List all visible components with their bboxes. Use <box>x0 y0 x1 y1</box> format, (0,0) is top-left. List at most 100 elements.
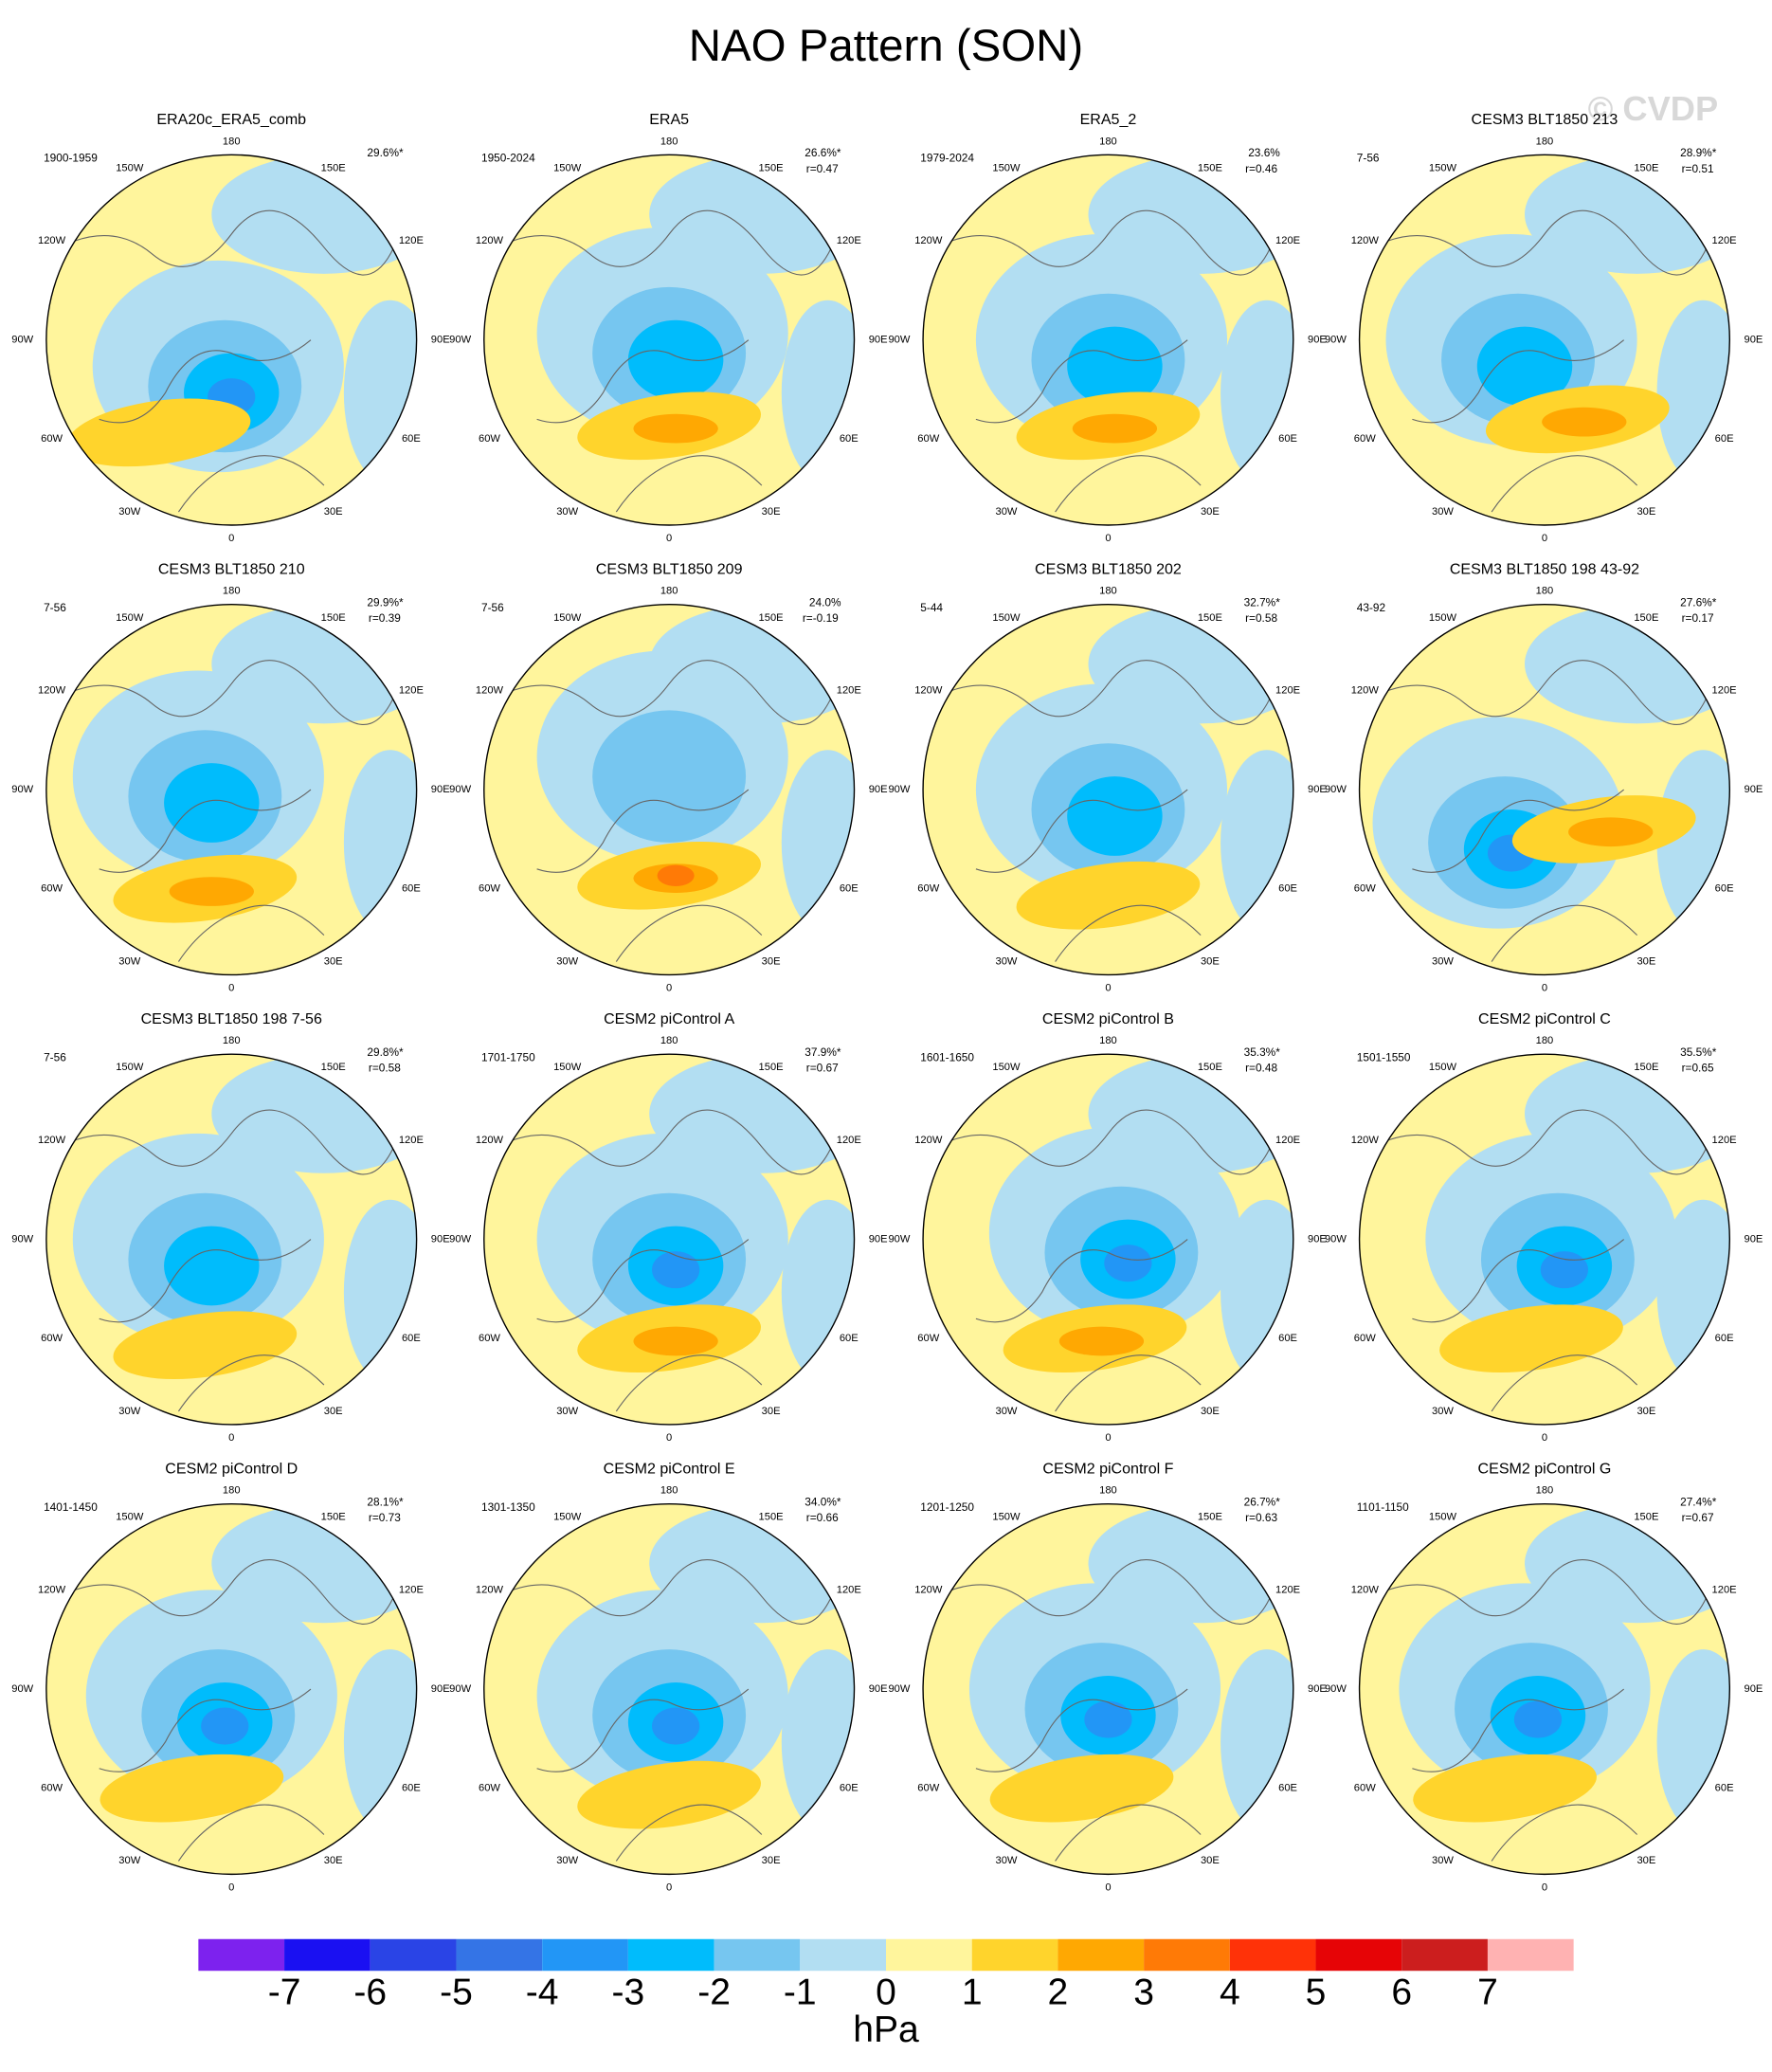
longitude-label: 120W <box>38 1135 66 1146</box>
correlation-label: r=0.66 <box>806 1511 839 1524</box>
colorbar-tick-label: -6 <box>353 1972 387 2013</box>
longitude-label: 90E <box>431 1683 450 1695</box>
map-outline <box>45 1053 418 1426</box>
panel-title: CESM2 piControl F <box>1042 1461 1173 1478</box>
longitude-label: 150E <box>321 162 346 173</box>
longitude-label: 30E <box>1201 506 1220 518</box>
correlation-label: r=0.65 <box>1682 1062 1714 1075</box>
correlation-label: r=0.63 <box>1245 1511 1277 1524</box>
positive-area <box>633 413 718 444</box>
longitude-label: 180 <box>223 1035 241 1046</box>
correlation-label: r=0.67 <box>806 1062 839 1075</box>
negative-area <box>201 1707 249 1745</box>
positive-area <box>169 877 254 906</box>
colorbar-tick-label: -3 <box>612 1972 645 2013</box>
longitude-label: 90E <box>1308 1234 1327 1245</box>
longitude-label: 150E <box>1634 1062 1658 1073</box>
longitude-label: 30E <box>762 506 781 518</box>
panel-title: CESM2 piControl B <box>1042 1010 1174 1027</box>
map-outline <box>1358 1053 1731 1426</box>
variance-label: 28.9%* <box>1680 146 1717 159</box>
colorbar-box <box>456 1938 543 1972</box>
panel-title: CESM3 BLT1850 210 <box>158 561 305 578</box>
map-fill <box>1372 154 1730 513</box>
longitude-label: 150E <box>1634 162 1658 173</box>
panel-title: CESM2 piControl C <box>1478 1010 1611 1027</box>
map-outline <box>45 154 418 526</box>
variance-label: 32.7%* <box>1244 595 1281 609</box>
longitude-label: 120E <box>837 1135 861 1146</box>
correlation-label: r=0.39 <box>369 611 401 625</box>
negative-area <box>343 1199 417 1386</box>
map-panel: CESM2 piControl E 1301-1350 34.0%* r=0.66 18… <box>449 1461 887 1894</box>
colorbar-box <box>1401 1938 1488 1972</box>
longitude-label: 90W <box>11 784 33 795</box>
longitude-label: 120E <box>837 1584 861 1595</box>
longitude-label: 150W <box>116 1512 144 1523</box>
longitude-label: 0 <box>666 1432 672 1444</box>
longitude-label: 150W <box>1429 612 1457 624</box>
negative-area <box>343 300 417 486</box>
longitude-label: 60E <box>1715 433 1734 445</box>
longitude-label: 150E <box>1198 1512 1222 1523</box>
period-label: 1401-1450 <box>44 1500 98 1514</box>
longitude-label: 30E <box>324 1855 343 1866</box>
longitude-label: 120W <box>38 684 66 696</box>
correlation-label: r=0.58 <box>1245 611 1277 625</box>
longitude-label: 180 <box>1099 1485 1117 1497</box>
longitude-label: 0 <box>228 1432 234 1444</box>
coastline <box>59 1109 405 1412</box>
longitude-label: 60E <box>840 883 859 895</box>
map-panel: ERA5_2 1979-2024 23.6% r=0.46 180 150E 120E 90E… <box>888 111 1326 544</box>
longitude-label: 180 <box>1099 136 1117 147</box>
longitude-label: 150E <box>321 612 346 624</box>
longitude-label: 60E <box>840 433 859 445</box>
map-outline <box>1358 604 1731 976</box>
longitude-label: 0 <box>1105 982 1111 993</box>
longitude-label: 30E <box>324 955 343 967</box>
coastline <box>935 209 1281 513</box>
colorbar-unit: hPa <box>853 2009 919 2050</box>
longitude-label: 150W <box>992 162 1021 173</box>
longitude-label: 150W <box>553 1062 582 1073</box>
positive-area <box>66 398 251 467</box>
map-outline <box>45 1502 418 1876</box>
colorbar-tick-label: 5 <box>1306 1972 1327 2013</box>
map-panel: ERA20c_ERA5_comb 1900-1959 29.6%* 180 150E 12… <box>11 111 449 544</box>
longitude-label: 90E <box>1744 335 1763 346</box>
colorbar-tick-label: 6 <box>1391 1972 1412 2013</box>
longitude-label: 90E <box>431 1234 450 1245</box>
positive-area <box>657 864 695 886</box>
longitude-label: 120E <box>837 235 861 246</box>
longitude-label: 60W <box>479 433 500 445</box>
correlation-label: r=0.58 <box>369 1062 401 1075</box>
variance-label: 29.8%* <box>367 1045 404 1059</box>
longitude-label: 90W <box>888 1234 910 1245</box>
longitude-label: 0 <box>1542 1881 1547 1893</box>
map-outline <box>1358 1502 1731 1876</box>
map-fill <box>1372 604 1730 962</box>
longitude-label: 30E <box>324 1406 343 1417</box>
longitude-label: 180 <box>223 1485 241 1497</box>
longitude-label: 150W <box>1429 1512 1457 1523</box>
coastline <box>1372 1109 1717 1412</box>
colorbar-box <box>971 1938 1058 1972</box>
longitude-label: 90W <box>888 1683 910 1695</box>
longitude-label: 120W <box>1351 1135 1380 1146</box>
longitude-label: 90E <box>869 784 888 795</box>
colorbar-tick-label: 3 <box>1133 1972 1154 2013</box>
longitude-label: 0 <box>666 533 672 544</box>
longitude-label: 30W <box>996 1406 1018 1417</box>
variance-label: 35.5%* <box>1680 1045 1717 1059</box>
positive-area <box>577 1760 761 1829</box>
correlation-label: r=0.67 <box>1682 1511 1714 1524</box>
map-outline <box>922 1053 1294 1426</box>
longitude-label: 120E <box>399 684 424 696</box>
map-outline <box>483 154 856 526</box>
colorbar-tick-label: 4 <box>1220 1972 1240 2013</box>
period-label: 1301-1350 <box>481 1500 535 1514</box>
longitude-label: 30E <box>1201 1855 1220 1866</box>
longitude-label: 180 <box>1536 1035 1554 1046</box>
longitude-label: 150W <box>116 612 144 624</box>
